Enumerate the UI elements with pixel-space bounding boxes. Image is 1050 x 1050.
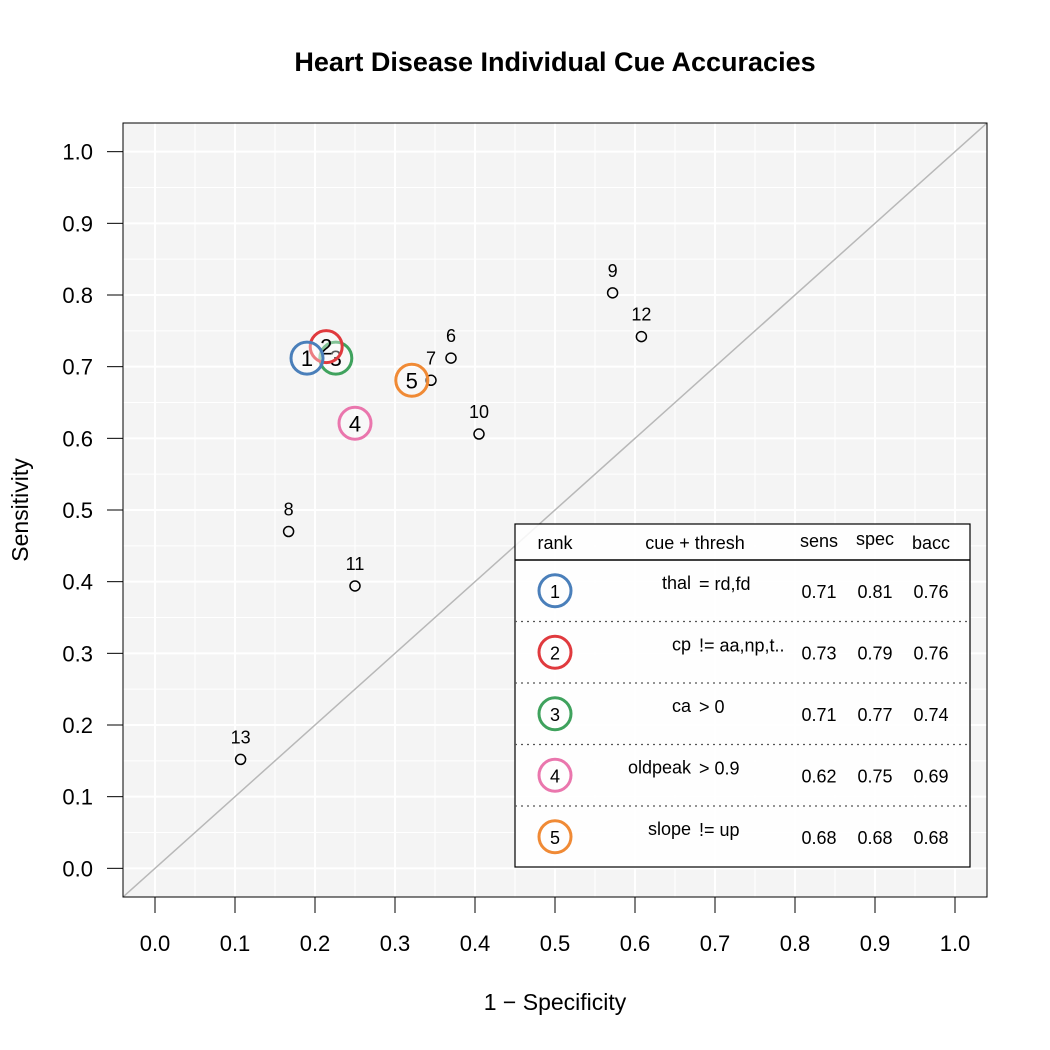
cue-point-label: 13: [231, 727, 251, 747]
legend-spec-value: 0.68: [857, 828, 892, 848]
chart-title: Heart Disease Individual Cue Accuracies: [294, 47, 815, 77]
legend-bacc-value: 0.69: [913, 766, 948, 786]
top-cue-marker-label: 5: [406, 368, 418, 393]
legend-cue-name: oldpeak: [628, 757, 692, 777]
legend-rank-label: 4: [550, 766, 560, 786]
legend-header-rank: rank: [537, 533, 573, 553]
y-tick-label: 0.8: [62, 283, 93, 308]
cue-point-label: 6: [446, 326, 456, 346]
cue-point: [606, 287, 619, 299]
legend-header-bacc: bacc: [912, 533, 950, 553]
cue-point-label: 11: [346, 554, 365, 574]
y-tick-label: 0.9: [62, 211, 93, 236]
legend-spec-value: 0.81: [857, 582, 892, 602]
y-tick-label: 0.5: [62, 498, 93, 523]
legend-rank-label: 1: [550, 582, 560, 602]
legend-sens-value: 0.62: [801, 766, 836, 786]
legend-bacc-value: 0.76: [913, 582, 948, 602]
cue-point: [282, 525, 295, 538]
x-tick-label: 0.2: [300, 931, 331, 956]
y-tick-label: 1.0: [62, 140, 93, 165]
legend-spec-value: 0.79: [857, 643, 892, 663]
legend-cue-name: ca: [672, 696, 692, 716]
legend-sens-value: 0.71: [801, 705, 836, 725]
legend-rank-label: 3: [550, 705, 560, 725]
legend-sens-value: 0.73: [801, 643, 836, 663]
legend-rank-marker: [537, 573, 573, 609]
x-tick-label: 0.1: [220, 931, 251, 956]
cue-point: [635, 330, 648, 343]
legend-rank-marker: [537, 696, 573, 732]
x-axis-title: 1 − Specificity: [484, 989, 627, 1015]
legend-cue-threshold: != aa,np,t..: [699, 635, 785, 655]
legend-cue-threshold: = rd,fd: [699, 574, 751, 594]
y-tick-label: 0.0: [62, 856, 93, 881]
top-cue-marker: [289, 340, 325, 376]
y-tick-label: 0.6: [62, 426, 93, 451]
legend-rank-marker: [537, 819, 573, 855]
legend-rank-marker: [537, 634, 573, 670]
legend-sens-value: 0.71: [801, 582, 836, 602]
legend-sens-value: 0.68: [801, 828, 836, 848]
x-tick-label: 1.0: [940, 931, 971, 956]
legend-spec-value: 0.75: [857, 766, 892, 786]
legend-cue-name: slope: [648, 819, 691, 839]
x-tick-label: 0.0: [140, 931, 171, 956]
legend-cue-name: cp: [672, 634, 691, 654]
x-tick-label: 0.6: [620, 931, 651, 956]
legend-cue-threshold: != up: [699, 820, 740, 840]
legend-rank-label: 2: [550, 643, 560, 663]
x-tick-label: 0.9: [860, 931, 891, 956]
x-tick-label: 0.4: [460, 931, 491, 956]
top-cue-marker-label: 1: [301, 346, 313, 371]
cue-point-label: 7: [426, 348, 436, 368]
top-cue-marker-label: 4: [349, 411, 361, 436]
legend-cue-threshold: > 0.9: [699, 758, 740, 778]
x-axis: 0.0 0.1 0.2 0.3 0.4 0.5 0.6 0.7 0.8 0.9 1.0: [140, 896, 971, 956]
legend-cue-threshold: > 0: [699, 697, 725, 717]
cue-point: [445, 352, 457, 364]
top-cue-marker: [394, 362, 430, 398]
legend-table: rank cue + thresh sens spec bacc 1 thal = rd,fd…: [514, 523, 971, 868]
cue-point: [234, 753, 247, 766]
cue-point: [349, 580, 361, 592]
legend-header-cue: cue + thresh: [645, 533, 745, 553]
cue-point-label: 12: [631, 305, 651, 325]
top-cue-markers: 54321: [289, 329, 430, 441]
legend-header-spec: spec: [856, 529, 894, 549]
legend-cue-name: thal: [662, 573, 691, 593]
y-tick-label: 0.7: [62, 355, 93, 380]
legend-rank-label: 5: [550, 828, 560, 848]
top-cue-marker: [308, 329, 344, 365]
cue-point-label: 8: [284, 500, 294, 520]
legend-header-sens: sens: [800, 531, 838, 551]
cue-point: [473, 428, 485, 440]
y-tick-label: 0.3: [62, 641, 93, 666]
y-axis-title: Sensitivity: [7, 458, 33, 562]
legend-rank-marker: [537, 757, 573, 793]
y-axis: 0.0 0.1 0.2 0.3 0.4 0.5 0.6 0.7 0.8 0.9 1.0: [62, 140, 124, 881]
x-tick-label: 0.7: [700, 931, 731, 956]
x-tick-label: 0.3: [380, 931, 411, 956]
y-tick-label: 0.2: [62, 713, 93, 738]
legend-bacc-value: 0.68: [913, 828, 948, 848]
y-tick-label: 0.1: [62, 785, 93, 810]
top-cue-marker: [337, 405, 373, 441]
cue-point-label: 9: [608, 261, 618, 281]
y-tick-label: 0.4: [62, 570, 93, 595]
x-tick-label: 0.8: [780, 931, 811, 956]
x-tick-label: 0.5: [540, 931, 571, 956]
cue-point: [425, 374, 437, 387]
legend-spec-value: 0.77: [857, 705, 892, 725]
legend-bacc-value: 0.74: [913, 705, 948, 725]
legend-bacc-value: 0.76: [913, 643, 948, 663]
diagonal-reference-line: [122, 122, 988, 898]
legend-box: [514, 523, 971, 868]
cue-point-label: 10: [469, 402, 489, 422]
